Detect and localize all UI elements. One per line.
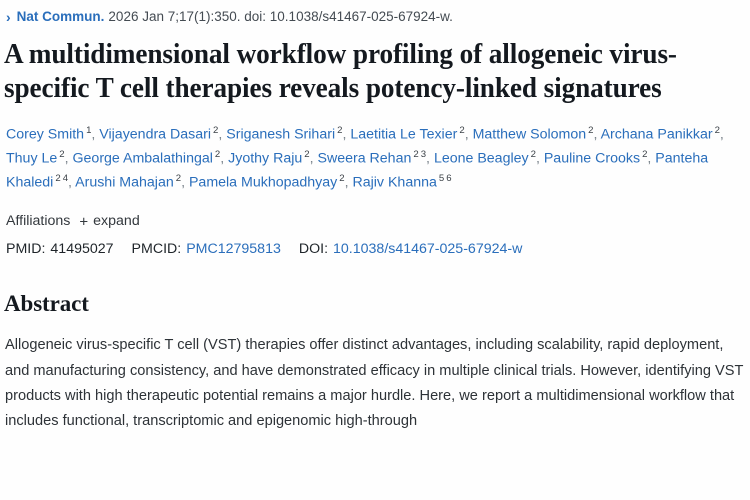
author-affiliation-marker[interactable]: 2 <box>213 124 219 136</box>
author-affiliation-marker[interactable]: 2 <box>214 148 221 160</box>
author-affiliation-marker[interactable]: 1 <box>86 124 92 136</box>
abstract-text: Allogeneic virus-specific T cell (VST) t… <box>5 337 744 429</box>
author-affiliation-marker[interactable]: 2 <box>339 172 345 184</box>
author-list: Corey Smith 1, Vijayendra Dasari 2, Srigan… <box>6 123 728 195</box>
author-link[interactable]: Matthew Solomon <box>472 126 587 143</box>
author-link[interactable]: Rajiv Khanna <box>352 174 437 191</box>
plus-icon: + <box>79 213 89 231</box>
author-link[interactable]: Laetitia Le Texier <box>350 126 458 143</box>
author-separator: , <box>309 150 318 167</box>
author-affiliation-marker[interactable]: 2 <box>337 124 343 136</box>
author-affiliation-marker[interactable]: 4 <box>62 172 69 184</box>
expand-label: expand <box>93 213 140 230</box>
affiliations-label: Affiliations <box>6 213 71 230</box>
author-link[interactable]: Pauline Crooks <box>543 150 641 167</box>
author-separator: , <box>719 126 724 143</box>
doi-link[interactable]: 10.1038/s41467-025-67924-w <box>333 241 523 258</box>
author-separator: , <box>68 174 76 191</box>
author-link[interactable]: Vijayendra Dasari <box>99 126 212 143</box>
author-link[interactable]: George Ambalathingal <box>72 150 213 167</box>
author-affiliation-marker[interactable]: 2 <box>175 172 182 184</box>
author-separator: , <box>64 150 73 167</box>
chevron-right-icon[interactable]: › <box>6 9 11 25</box>
author-separator: , <box>342 126 351 143</box>
pmcid-label: PMCID: <box>131 241 182 258</box>
author-separator: , <box>181 174 189 191</box>
page-title: A multidimensional workflow profiling of… <box>4 39 677 104</box>
author-separator: , <box>344 174 353 191</box>
author-separator: , <box>464 126 473 143</box>
expand-affiliations-button[interactable]: + expand <box>79 213 139 229</box>
author-link[interactable]: Leone Beagley <box>433 150 529 167</box>
abstract-heading: Abstract <box>4 291 89 317</box>
author-separator: , <box>218 126 227 143</box>
identifier-row: PMID: 41495027 PMCID: PMC12795813 DOI: 1… <box>6 241 748 257</box>
author-affiliation-marker[interactable]: 2 <box>413 148 419 160</box>
journal-link[interactable]: Nat Commun. <box>16 9 105 24</box>
author-link[interactable]: Thuy Le <box>6 150 58 167</box>
author-affiliation-marker[interactable]: 2 <box>642 148 648 160</box>
author-affiliation-marker[interactable]: 2 <box>714 124 720 136</box>
author-link[interactable]: Sweera Rehan <box>317 150 412 167</box>
author-separator: , <box>426 150 434 167</box>
citation-details: 2026 Jan 7;17(1):350. doi: 10.1038/s4146… <box>108 9 453 24</box>
author-link[interactable]: Corey Smith <box>6 126 85 143</box>
author-affiliation-marker[interactable]: 2 <box>304 148 310 160</box>
author-link[interactable]: Jyothy Raju <box>228 150 303 167</box>
author-separator: , <box>593 126 601 143</box>
author-affiliation-marker[interactable]: 6 <box>446 172 452 184</box>
author-affiliation-marker[interactable]: 2 <box>59 148 65 160</box>
affiliations-row: Affiliations + expand <box>6 213 748 229</box>
author-affiliation-marker[interactable]: 2 <box>588 124 594 136</box>
author-link[interactable]: Sriganesh Srihari <box>226 126 336 143</box>
author-affiliation-marker[interactable]: 5 <box>438 172 445 184</box>
author-separator: , <box>647 150 656 167</box>
author-affiliation-marker[interactable]: 3 <box>420 148 427 160</box>
pmcid-link[interactable]: PMC12795813 <box>186 241 281 258</box>
author-separator: , <box>220 150 229 167</box>
author-link[interactable]: Archana Panikkar <box>600 126 713 143</box>
pmid-label: PMID: <box>6 241 46 258</box>
author-separator: , <box>535 150 544 167</box>
author-affiliation-marker[interactable]: 2 <box>55 172 61 184</box>
author-link[interactable]: Panteha Khaledi <box>6 150 709 191</box>
author-separator: , <box>91 126 100 143</box>
author-link[interactable]: Arushi Mahajan <box>75 174 174 191</box>
citation-line: › Nat Commun. 2026 Jan 7;17(1):350. doi:… <box>2 0 748 24</box>
author-affiliation-marker[interactable]: 2 <box>530 148 536 160</box>
author-link[interactable]: Pamela Mukhopadhyay <box>188 174 338 191</box>
doi-label: DOI: <box>298 241 329 258</box>
pmid-value: 41495027 <box>50 241 114 258</box>
author-affiliation-marker[interactable]: 2 <box>459 124 465 136</box>
